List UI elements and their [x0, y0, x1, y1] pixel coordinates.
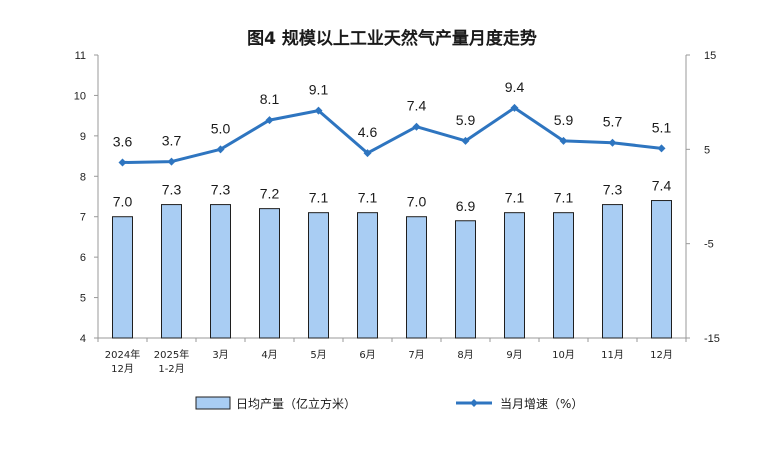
bar	[308, 212, 329, 339]
x-tick-label: 11月	[601, 349, 624, 361]
line-point	[314, 106, 323, 115]
legend-bar-label: 日均产量（亿立方米）	[236, 396, 356, 411]
legend-line-marker	[470, 399, 478, 407]
x-tick-label: 3月	[212, 349, 228, 361]
bar	[161, 204, 182, 339]
y-left-tick-label: 11	[75, 50, 86, 62]
line-data-label: 4.6	[358, 124, 378, 140]
bar-data-label: 7.3	[603, 182, 623, 198]
bar-data-label: 7.1	[505, 190, 525, 206]
bar-data-label: 7.0	[407, 194, 427, 210]
y-right-tick-label: 5	[704, 144, 710, 156]
x-tick-label: 12月	[650, 349, 673, 361]
line-point	[608, 138, 617, 147]
bar-data-label: 6.9	[456, 198, 476, 214]
line-series	[118, 103, 666, 167]
line-point	[461, 136, 470, 145]
line-data-label: 5.1	[652, 119, 672, 135]
bar-data-label: 7.4	[652, 178, 672, 194]
y-right-tick-label: 15	[704, 50, 716, 62]
line-data-label: 5.9	[456, 112, 476, 128]
bar-data-label: 7.1	[358, 190, 378, 206]
line-point	[510, 103, 519, 112]
x-tick-label: 4月	[261, 349, 277, 361]
y-left-tick-label: 10	[74, 90, 86, 102]
bar	[357, 212, 378, 339]
data-labels: 7.0 7.3 7.3 7.2 7.1 7.1 7.0 6.9 7.1 7.1 7.3 7.4 3.6 3…	[113, 79, 672, 214]
x-tick-label: 12月	[111, 363, 134, 375]
line-data-label: 5.9	[554, 112, 574, 128]
x-tick-label: 1-2月	[158, 363, 184, 375]
line-point	[363, 149, 372, 158]
line-data-label: 3.6	[113, 134, 133, 150]
x-tick-label: 5月	[310, 349, 326, 361]
x-tick-label: 7月	[408, 349, 424, 361]
bar	[210, 204, 231, 339]
x-tick-label: 2024年	[105, 348, 140, 361]
line-data-label: 8.1	[260, 91, 280, 107]
y-left-tick-label: 6	[80, 252, 86, 264]
y-right-tick-label: -5	[704, 239, 714, 251]
bar	[455, 220, 476, 339]
line-data-label: 7.4	[407, 98, 427, 114]
bar-data-label: 7.3	[211, 182, 231, 198]
y-left-tick-label: 5	[80, 293, 86, 305]
line-point	[216, 145, 225, 154]
legend-bar-swatch	[195, 396, 231, 410]
line-point	[559, 136, 568, 145]
line-data-label: 9.4	[505, 79, 525, 95]
line-data-label: 3.7	[162, 133, 182, 149]
y-left-tick-label: 9	[80, 131, 86, 143]
bar	[651, 200, 672, 339]
line-data-label: 9.1	[309, 82, 329, 98]
bar	[259, 208, 280, 339]
bar-data-label: 7.2	[260, 186, 280, 202]
bar-data-label: 7.1	[309, 190, 329, 206]
x-tick-label: 2025年	[154, 348, 189, 361]
bar	[406, 216, 427, 339]
line-data-label: 5.7	[603, 114, 623, 130]
x-tick-label: 10月	[552, 349, 575, 361]
legend: 日均产量（亿立方米） 当月增速（%）	[195, 396, 583, 411]
line-point	[265, 116, 274, 125]
growth-line	[122, 106, 662, 165]
line-point	[657, 144, 666, 153]
y-left-tick-label: 8	[80, 171, 86, 183]
x-tick-label: 9月	[506, 349, 522, 361]
bar	[553, 212, 574, 339]
bar-data-label: 7.0	[113, 194, 133, 210]
line-point	[412, 122, 421, 131]
line-data-label: 5.0	[211, 120, 231, 136]
bar	[112, 216, 133, 339]
y-left-tick-label: 4	[80, 333, 86, 345]
chart-title: 图4 规模以上工业天然气产量月度走势	[247, 28, 537, 49]
y-left-tick-label: 7	[80, 212, 86, 224]
line-point	[167, 157, 176, 166]
bar-data-label: 7.1	[554, 190, 574, 206]
bar-series	[112, 200, 672, 339]
x-tick-label: 8月	[457, 349, 473, 361]
bar-data-label: 7.3	[162, 182, 182, 198]
bar	[602, 204, 623, 339]
axes: 4 5 6 7 8 9 10 11 -15 -5 5 15 2024年 12月 2025年 1-2月 3月 4月 5…	[74, 50, 720, 375]
bar	[504, 212, 525, 339]
line-point	[118, 158, 127, 167]
x-tick-label: 6月	[359, 349, 375, 361]
y-right-tick-label: -15	[704, 333, 720, 345]
legend-line-label: 当月增速（%）	[500, 397, 583, 411]
